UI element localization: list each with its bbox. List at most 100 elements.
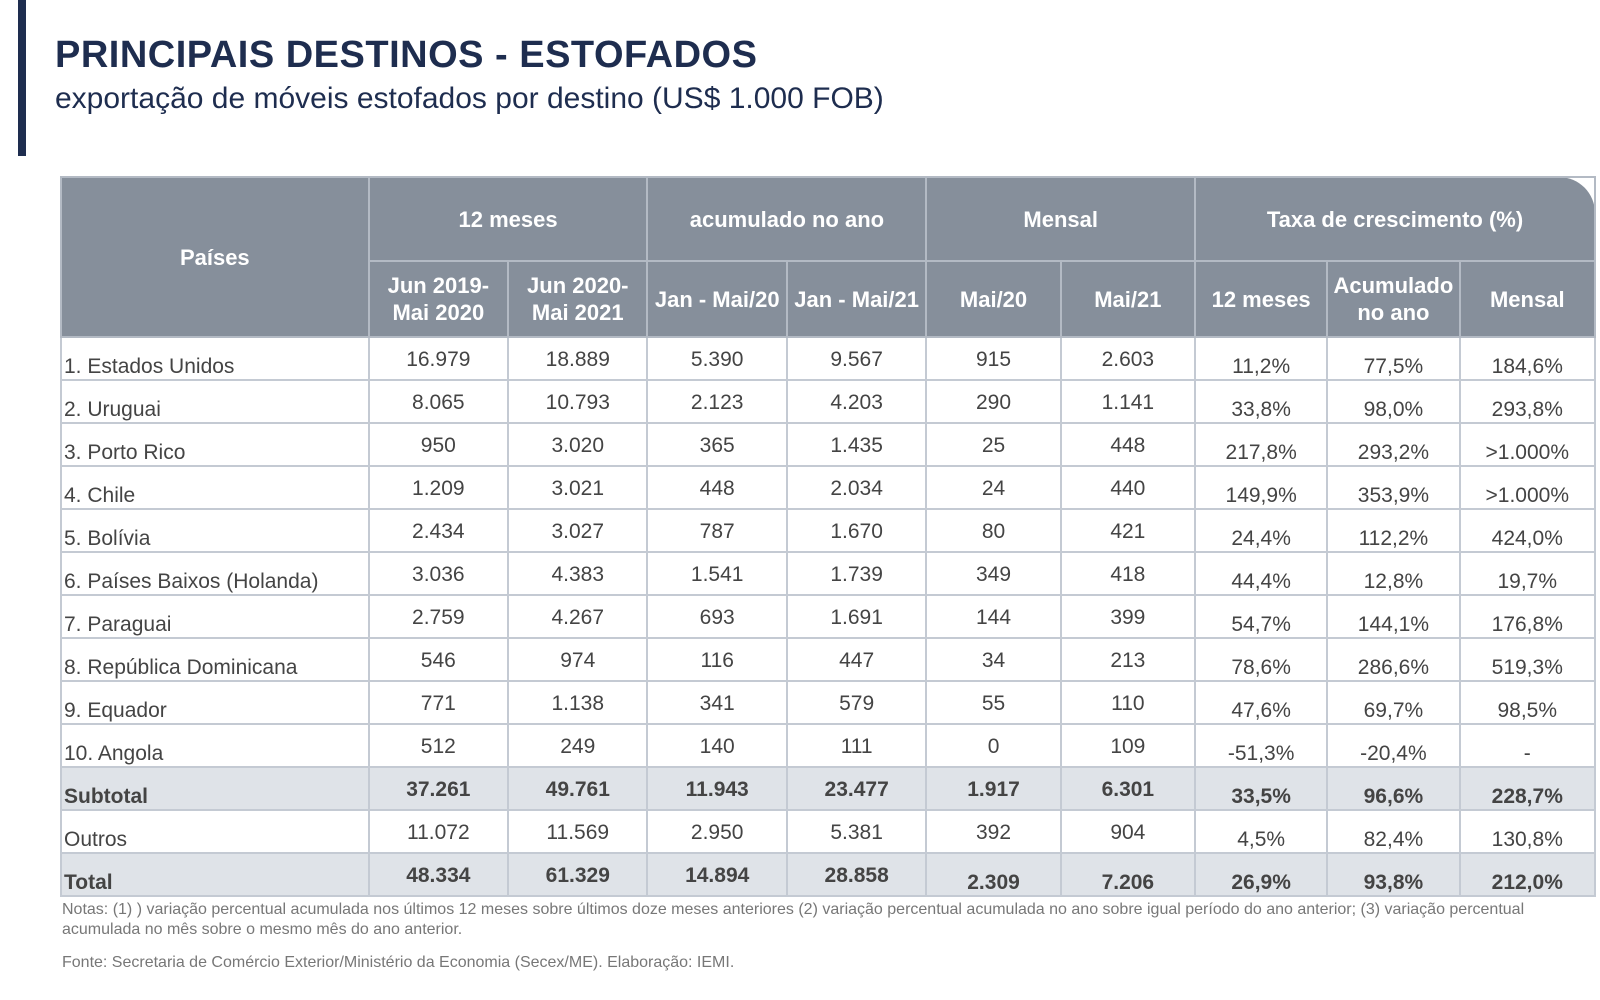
table-row: 3. Porto Rico 950 3.020 365 1.435 25 448… bbox=[60, 422, 1597, 467]
cell-pct: 4,5% bbox=[1193, 809, 1329, 854]
cell-value: 24 bbox=[925, 465, 1062, 510]
total-row: Total 48.334 61.329 14.894 28.858 2.309 … bbox=[60, 852, 1597, 897]
cell-value: 5.390 bbox=[646, 336, 788, 381]
page-subtitle: exportação de móveis estofados por desti… bbox=[55, 82, 884, 115]
cell-pct: 44,4% bbox=[1193, 551, 1329, 596]
header-group-acumulado: acumulado no ano bbox=[646, 176, 928, 262]
cell-pct: 26,9% bbox=[1193, 852, 1329, 897]
cell-pct: 424,0% bbox=[1458, 508, 1597, 553]
table-row: 9. Equador 771 1.138 341 579 55 110 47,6… bbox=[60, 680, 1597, 725]
cell-value: 4.267 bbox=[507, 594, 649, 639]
cell-value: 16.979 bbox=[367, 336, 510, 381]
cell-value: 6.301 bbox=[1059, 766, 1197, 811]
cell-pct: 82,4% bbox=[1326, 809, 1461, 854]
cell-pais: 2. Uruguai bbox=[60, 379, 370, 424]
cell-value: 1.541 bbox=[646, 551, 788, 596]
cell-pais: 8. República Dominicana bbox=[60, 637, 370, 682]
table-notes: Notas: (1) ) variação percentual acumula… bbox=[62, 901, 1525, 938]
cell-pct: >1.000% bbox=[1458, 465, 1597, 510]
header-jun20: Jun 2020- Mai 2021 bbox=[507, 260, 649, 338]
cell-value: 7.206 bbox=[1059, 852, 1197, 897]
cell-pais: 9. Equador bbox=[60, 680, 370, 725]
header-group-12-meses: 12 meses bbox=[367, 176, 649, 262]
cell-value: 579 bbox=[785, 680, 928, 725]
cell-value: 448 bbox=[646, 465, 788, 510]
cell-pct: 33,5% bbox=[1193, 766, 1329, 811]
cell-value: 49.761 bbox=[507, 766, 649, 811]
cell-label: Outros bbox=[60, 809, 370, 854]
header-jan20: Jan - Mai/20 bbox=[646, 260, 788, 338]
cell-pct: 228,7% bbox=[1458, 766, 1597, 811]
cell-value: 61.329 bbox=[507, 852, 649, 897]
cell-pct: 184,6% bbox=[1458, 336, 1597, 381]
cell-value: 2.123 bbox=[646, 379, 788, 424]
cell-value: 2.759 bbox=[367, 594, 510, 639]
cell-pais: 4. Chile bbox=[60, 465, 370, 510]
cell-value: 1.435 bbox=[785, 422, 928, 467]
cell-pais: 7. Paraguai bbox=[60, 594, 370, 639]
cell-value: 2.603 bbox=[1059, 336, 1197, 381]
cell-pct: 77,5% bbox=[1326, 336, 1461, 381]
cell-pct: 96,6% bbox=[1326, 766, 1461, 811]
table-row: 7. Paraguai 2.759 4.267 693 1.691 144 39… bbox=[60, 594, 1597, 639]
cell-pct: -51,3% bbox=[1193, 723, 1329, 768]
cell-value: 771 bbox=[367, 680, 510, 725]
cell-value: 11.072 bbox=[367, 809, 510, 854]
cell-value: 37.261 bbox=[367, 766, 510, 811]
cell-value: 392 bbox=[925, 809, 1062, 854]
cell-pct: 12,8% bbox=[1326, 551, 1461, 596]
exports-table: Países 12 meses acumulado no ano Mensal … bbox=[60, 176, 1597, 897]
cell-pct: >1.000% bbox=[1458, 422, 1597, 467]
cell-pct: 519,3% bbox=[1458, 637, 1597, 682]
table-row: 8. República Dominicana 546 974 116 447 … bbox=[60, 637, 1597, 682]
cell-value: 904 bbox=[1059, 809, 1197, 854]
source-note: Fonte: Secretaria de Comércio Exterior/M… bbox=[62, 954, 735, 971]
cell-pct: 286,6% bbox=[1326, 637, 1461, 682]
table-row: 4. Chile 1.209 3.021 448 2.034 24 440 14… bbox=[60, 465, 1597, 510]
cell-pct: 130,8% bbox=[1458, 809, 1597, 854]
cell-value: 3.020 bbox=[507, 422, 649, 467]
cell-value: 2.034 bbox=[785, 465, 928, 510]
cell-label: Subtotal bbox=[60, 766, 370, 811]
cell-pct: -20,4% bbox=[1326, 723, 1461, 768]
cell-value: 109 bbox=[1059, 723, 1197, 768]
cell-value: 418 bbox=[1059, 551, 1197, 596]
cell-pais: 3. Porto Rico bbox=[60, 422, 370, 467]
cell-value: 3.021 bbox=[507, 465, 649, 510]
cell-value: 447 bbox=[785, 637, 928, 682]
cell-value: 4.383 bbox=[507, 551, 649, 596]
cell-value: 140 bbox=[646, 723, 788, 768]
header-mai21: Mai/21 bbox=[1059, 260, 1197, 338]
cell-value: 290 bbox=[925, 379, 1062, 424]
cell-value: 4.203 bbox=[785, 379, 928, 424]
cell-value: 249 bbox=[507, 723, 649, 768]
header-group-taxa: Taxa de crescimento (%) bbox=[1194, 176, 1596, 262]
cell-value: 116 bbox=[646, 637, 788, 682]
cell-value: 365 bbox=[646, 422, 788, 467]
cell-value: 2.309 bbox=[925, 852, 1062, 897]
cell-value: 546 bbox=[367, 637, 510, 682]
cell-value: 1.670 bbox=[785, 508, 928, 553]
cell-pct: 144,1% bbox=[1326, 594, 1461, 639]
cell-value: 14.894 bbox=[646, 852, 788, 897]
cell-value: 111 bbox=[785, 723, 928, 768]
cell-pct: 217,8% bbox=[1193, 422, 1329, 467]
cell-pais: 6. Países Baixos (Holanda) bbox=[60, 551, 370, 596]
cell-value: 1.141 bbox=[1059, 379, 1197, 424]
page-title: PRINCIPAIS DESTINOS - ESTOFADOS bbox=[55, 34, 758, 76]
cell-pct: 176,8% bbox=[1458, 594, 1597, 639]
header-mai20: Mai/20 bbox=[925, 260, 1062, 338]
cell-pct: 78,6% bbox=[1193, 637, 1329, 682]
cell-pct: 293,8% bbox=[1458, 379, 1597, 424]
cell-value: 11.569 bbox=[507, 809, 649, 854]
cell-pct: 112,2% bbox=[1326, 508, 1461, 553]
cell-pct: 98,0% bbox=[1326, 379, 1461, 424]
cell-value: 512 bbox=[367, 723, 510, 768]
cell-pct: 98,5% bbox=[1458, 680, 1597, 725]
cell-value: 1.209 bbox=[367, 465, 510, 510]
cell-pct: 54,7% bbox=[1193, 594, 1329, 639]
cell-pct: 33,8% bbox=[1193, 379, 1329, 424]
cell-value: 421 bbox=[1059, 508, 1197, 553]
cell-pct: 149,9% bbox=[1193, 465, 1329, 510]
cell-value: 213 bbox=[1059, 637, 1197, 682]
